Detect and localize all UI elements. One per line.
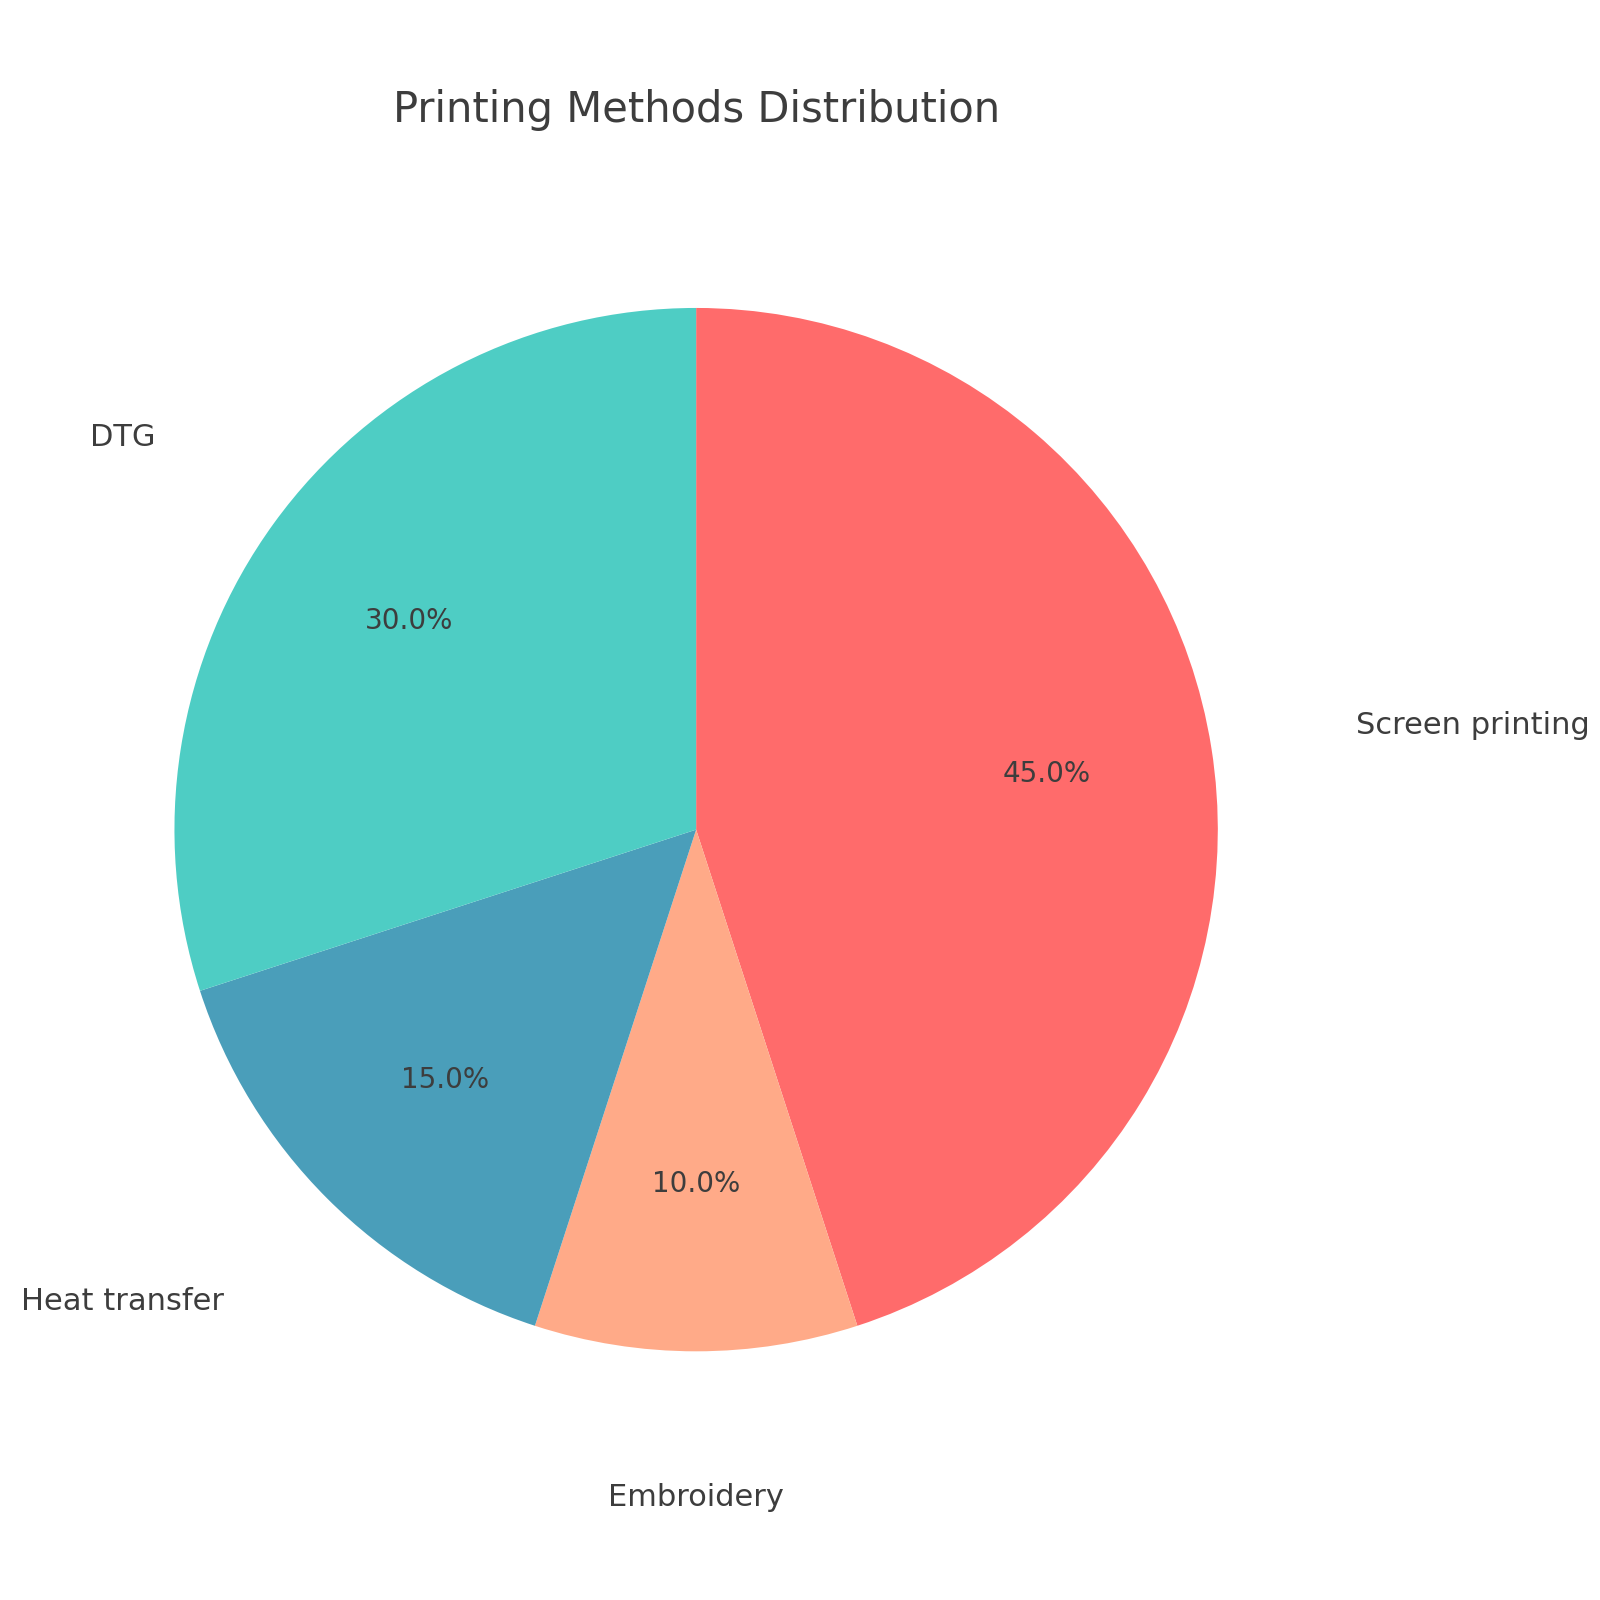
- Wedge shape: [534, 830, 858, 1352]
- Wedge shape: [696, 307, 1218, 1326]
- Text: 15.0%: 15.0%: [402, 1067, 490, 1094]
- Wedge shape: [174, 307, 696, 990]
- Text: 45.0%: 45.0%: [1003, 760, 1091, 789]
- Text: Screen printing: Screen printing: [1355, 710, 1589, 739]
- Title: Printing Methods Distribution: Printing Methods Distribution: [392, 90, 1000, 131]
- Text: Heat transfer: Heat transfer: [21, 1288, 224, 1317]
- Wedge shape: [200, 830, 696, 1326]
- Text: 30.0%: 30.0%: [365, 606, 453, 635]
- Text: 10.0%: 10.0%: [653, 1170, 741, 1198]
- Text: DTG: DTG: [91, 422, 155, 451]
- Text: Embroidery: Embroidery: [608, 1483, 784, 1512]
